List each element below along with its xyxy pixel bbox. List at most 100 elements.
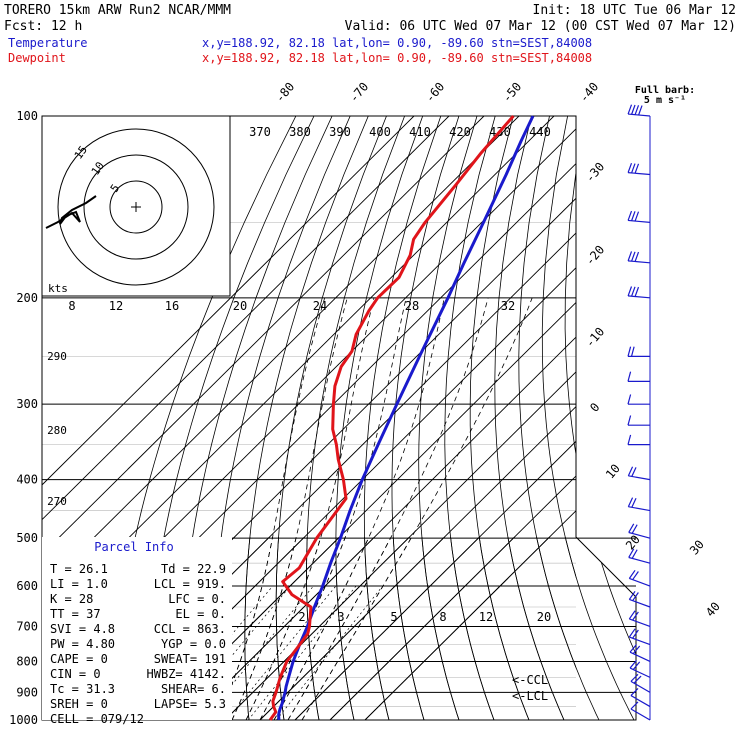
parcel-row-left: SREH = 0	[50, 697, 108, 711]
dry-adiabat	[564, 537, 636, 720]
parcel-info-box: Parcel Info T = 26.1 Td = 22.9 LI = 1.0 LCL…	[42, 537, 232, 726]
isotherm-label: -80	[273, 80, 298, 106]
dry-adiabat	[518, 116, 576, 669]
hodograph-ring-5	[109, 180, 163, 234]
mixing-ratio-label: 28	[405, 299, 419, 313]
dry-adiabat	[244, 537, 369, 720]
mixing-ratio-label-low: 20	[537, 610, 551, 624]
wind-barb	[627, 497, 651, 512]
pressure-label: 1000	[9, 713, 38, 727]
wind-barb	[627, 251, 651, 264]
wind-barbs	[627, 104, 651, 721]
theta-label-low: 270	[47, 495, 67, 508]
parcel-row-left: SVI = 4.8	[50, 622, 115, 636]
temperature-profile	[277, 115, 535, 721]
wind-barb	[627, 163, 651, 176]
dry-adiabat	[630, 116, 740, 733]
mixing-ratio-label: 24	[313, 299, 327, 313]
isotherm-label: 30	[687, 537, 707, 557]
parcel-row-right: LAPSE= 5.3	[154, 697, 226, 711]
mixing-ratio-line	[247, 585, 357, 720]
isotherm-label: -30	[583, 160, 608, 186]
header-line2-left: Fcst: 12 h	[4, 19, 82, 34]
wind-barb	[627, 371, 650, 382]
pressure-label: 600	[16, 579, 38, 593]
dry-adiabat	[564, 170, 576, 457]
dry-adiabat	[444, 537, 500, 720]
dry-adiabat	[212, 116, 351, 720]
mixing-ratio-label-low: 2	[298, 610, 305, 624]
isotherm-line	[294, 537, 636, 720]
parcel-row-right: SHEAR= 6.	[161, 682, 226, 696]
theta-label: 380	[289, 125, 311, 139]
dry-adiabat	[244, 116, 369, 720]
parcel-info-title: Parcel Info	[94, 540, 173, 554]
wind-barb	[627, 466, 651, 481]
wind-key-value: 5 m s⁻¹	[644, 95, 686, 106]
theta-label-low: 280	[47, 424, 67, 437]
wind-barb	[627, 104, 651, 117]
wind-barb	[628, 569, 651, 587]
theta-label: 390	[329, 125, 351, 139]
isotherm-label: -60	[423, 80, 448, 106]
dewpoint-profile	[268, 115, 515, 721]
mixing-ratio-line	[276, 585, 383, 720]
parcel-row-left: CIN = 0	[50, 667, 101, 681]
theta-label: 410	[409, 125, 431, 139]
dry-adiabat	[469, 537, 535, 720]
pressure-label: 200	[16, 291, 38, 305]
pressure-label: 300	[16, 397, 38, 411]
isotherm-label: -40	[577, 80, 602, 106]
hodograph-label-10: 10	[89, 159, 107, 177]
pressure-label: 400	[16, 473, 38, 487]
wind-barb	[627, 415, 650, 426]
isotherm-line	[42, 116, 485, 556]
wind-barb	[628, 590, 651, 608]
moist-adiabat	[217, 537, 326, 720]
isotherm-line	[259, 537, 636, 720]
theta-label: 400	[369, 125, 391, 139]
isotherm-label: -50	[500, 80, 525, 106]
wind-barb	[627, 434, 650, 446]
mixing-ratio-label-low: 12	[479, 610, 493, 624]
dry-adiabat	[418, 537, 478, 720]
hodograph-trace	[45, 195, 97, 229]
mixing-ratio-label: 32	[501, 299, 515, 313]
hodograph-ring-10	[83, 154, 189, 260]
isotherm-line	[42, 116, 450, 521]
parcel-row-left: CELL = 079/12	[50, 712, 144, 726]
moist-adiabat	[287, 297, 489, 720]
isotherm-line	[189, 336, 576, 720]
wind-barb	[630, 673, 651, 693]
parcel-row-right: EL = 0.	[175, 607, 226, 621]
parcel-row-right: HWBZ= 4142.	[147, 667, 226, 681]
dry-adiabat	[418, 116, 478, 720]
mixing-ratio-label: 20	[233, 299, 247, 313]
isotherm-label: -20	[583, 243, 608, 269]
parcel-row-left: Tc = 31.3	[50, 682, 115, 696]
parcel-row-left: PW = 4.80	[50, 637, 115, 651]
moist-adiabat	[231, 537, 348, 720]
header-line1-left: TORERO 15km ARW Run2 NCAR/MMM	[4, 3, 231, 18]
mixing-ratio-label: 16	[165, 299, 179, 313]
dry-adiabat	[275, 537, 387, 720]
dry-adiabat	[672, 116, 740, 733]
dewpoint-legend-info: x,y=188.92, 82.18 lat,lon= 0.90, -89.60 …	[202, 51, 592, 65]
wind-barb	[629, 644, 651, 663]
isotherm-line	[364, 537, 636, 720]
parcel-info-rows: T = 26.1 Td = 22.9 LI = 1.0 LCL = 919. K = 2…	[50, 562, 226, 726]
moist-adiabat	[245, 297, 375, 720]
isotherm-line	[154, 301, 576, 720]
moist-adiabat	[245, 537, 375, 720]
isotherm-line	[329, 537, 636, 720]
theta-label: 370	[249, 125, 271, 139]
dry-adiabat	[391, 537, 460, 720]
wind-key-title: Full barb:	[635, 85, 695, 96]
dry-adiabat	[672, 116, 740, 733]
isotherm-line	[224, 371, 576, 720]
parcel-row-right: LCL = 919.	[154, 577, 226, 591]
isotherm-label: 0	[587, 400, 602, 415]
isotherm-line	[42, 116, 520, 590]
parcel-row-right: SWEAT= 191	[154, 652, 226, 666]
parcel-row-left: CAPE = 0	[50, 652, 108, 666]
